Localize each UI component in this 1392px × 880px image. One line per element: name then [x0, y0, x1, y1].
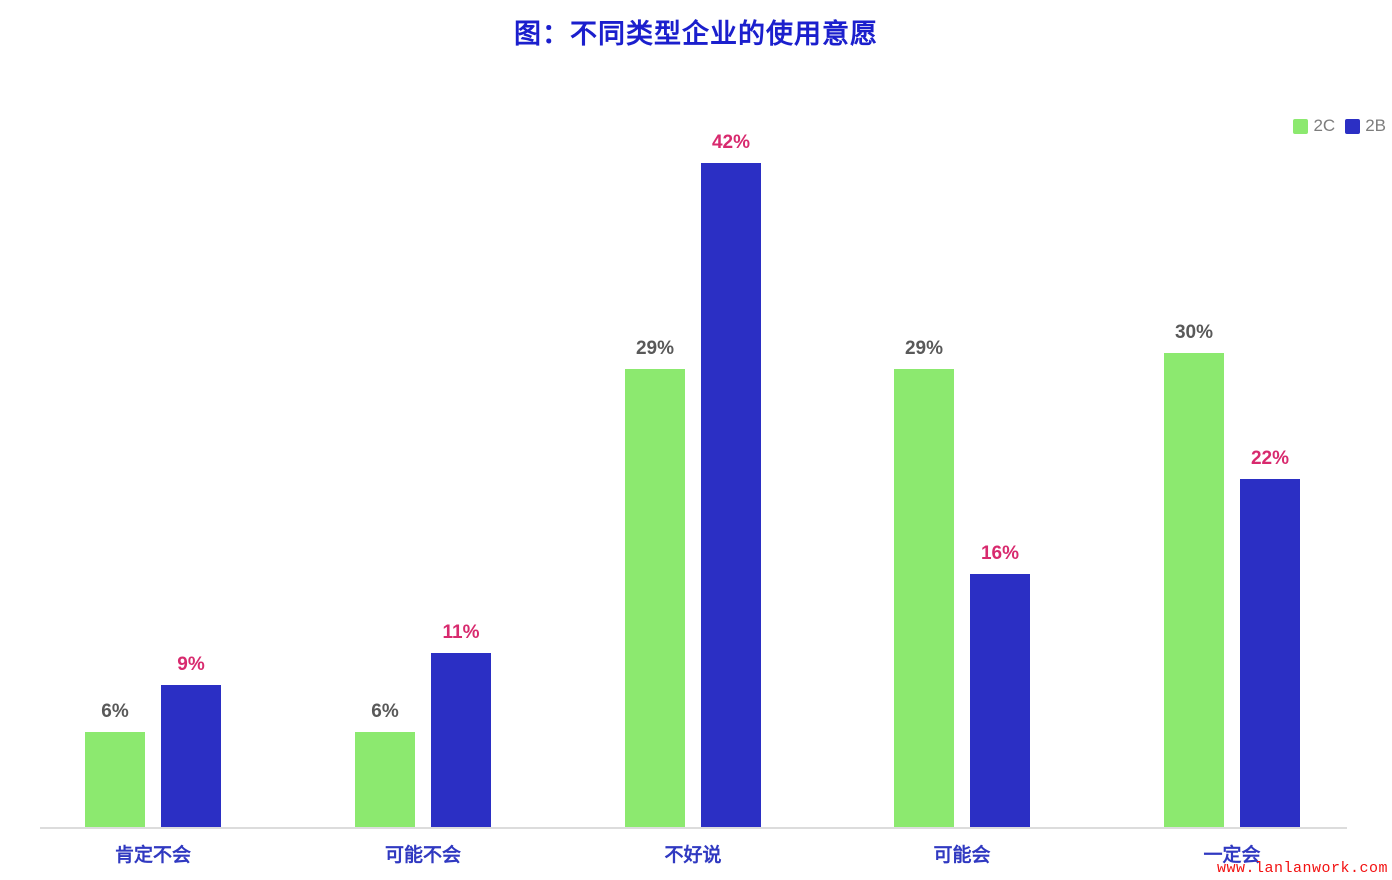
- bar-2b: [431, 653, 491, 827]
- bar-group: 6% 9% 肯定不会: [85, 654, 221, 866]
- bar-2c: [894, 369, 954, 827]
- legend-item-2c: 2C: [1293, 116, 1335, 136]
- bar-value-label-2c: 6%: [371, 701, 399, 722]
- watermark: www.lanlanwork.com: [1216, 860, 1388, 877]
- bar-value-label-2b: 22%: [1250, 448, 1290, 469]
- bar-group: 30% 22% 一定会: [1164, 322, 1300, 866]
- bar-column-2b: 22%: [1240, 448, 1300, 827]
- bar-group: 6% 11% 可能不会: [355, 622, 491, 866]
- bar-value-label-2c: 6%: [101, 701, 129, 722]
- legend-label-2b: 2B: [1365, 116, 1386, 135]
- bar-column-2c: 29%: [894, 338, 954, 827]
- bar-group: 29% 42% 不好说: [625, 132, 761, 866]
- x-axis-line: [40, 827, 1347, 829]
- bar-column-2b: 42%: [701, 132, 761, 827]
- bar-2b: [701, 163, 761, 827]
- bar-value-label-2b: 42%: [711, 132, 751, 153]
- category-label: 可能会: [933, 845, 991, 866]
- legend-swatch-2c-icon: [1293, 118, 1309, 134]
- category-label: 肯定不会: [114, 845, 191, 866]
- bar-column-2b: 9%: [161, 654, 221, 827]
- legend-swatch-2b-icon: [1345, 118, 1361, 134]
- legend-item-2b: 2B: [1345, 116, 1386, 136]
- bar-2b: [1240, 479, 1300, 827]
- bar-2b: [970, 574, 1030, 827]
- legend: 2C 2B: [1293, 116, 1386, 136]
- bar-value-label-2c: 29%: [635, 338, 675, 359]
- bar-value-label-2b: 16%: [980, 543, 1020, 564]
- chart-title: 图：不同类型企业的使用意愿: [514, 19, 878, 49]
- bar-value-label-2b: 9%: [177, 654, 205, 675]
- bar-value-label-2b: 11%: [442, 622, 480, 643]
- category-label: 不好说: [664, 845, 722, 866]
- category-label: 可能不会: [384, 845, 461, 866]
- bar-value-label-2c: 30%: [1174, 322, 1214, 343]
- bar-2c: [355, 732, 415, 827]
- category-label: 一定会: [1203, 845, 1261, 866]
- bar-column-2c: 29%: [625, 338, 685, 827]
- bar-column-2b: 11%: [431, 622, 491, 827]
- bar-2c: [85, 732, 145, 827]
- bar-column-2b: 16%: [970, 543, 1030, 827]
- bar-2c: [1164, 353, 1224, 827]
- bar-group: 29% 16% 可能会: [894, 338, 1030, 866]
- bar-column-2c: 30%: [1164, 322, 1224, 827]
- bar-column-2c: 6%: [85, 701, 145, 827]
- legend-label-2c: 2C: [1313, 116, 1336, 135]
- bar-2c: [625, 369, 685, 827]
- bar-2b: [161, 685, 221, 827]
- bar-value-label-2c: 29%: [904, 338, 944, 359]
- bar-column-2c: 6%: [355, 701, 415, 827]
